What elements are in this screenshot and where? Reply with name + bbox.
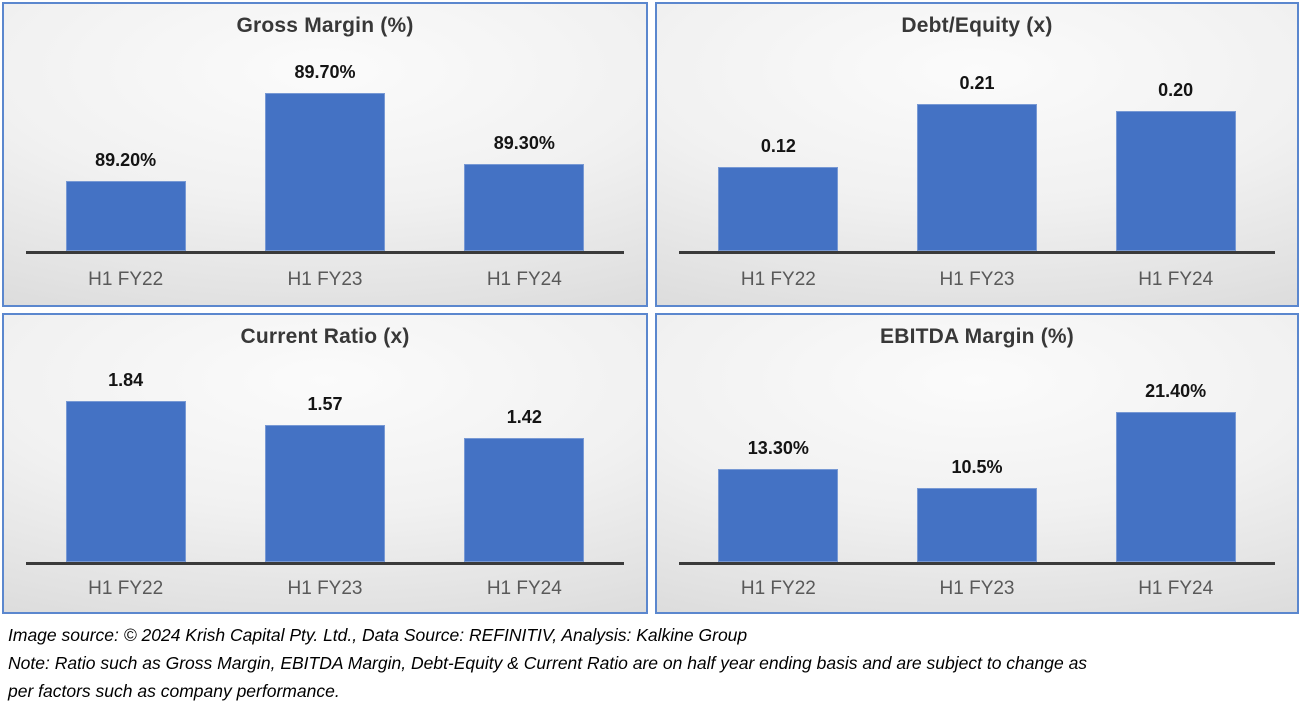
category-label: H1 FY23 xyxy=(939,577,1015,599)
data-label: 0.20 xyxy=(1158,80,1194,100)
bar xyxy=(718,469,839,562)
category-label: H1 FY22 xyxy=(740,577,816,599)
x-axis-line xyxy=(26,251,624,254)
bar xyxy=(718,167,839,251)
category-axis: H1 FY22 H1 FY23 H1 FY24 xyxy=(679,565,1275,612)
data-label: 0.21 xyxy=(959,73,995,93)
chart-panel-gross-margin: Gross Margin (%) 89.20% 89.70% 89.30% H1 F… xyxy=(2,2,648,307)
data-label: 1.42 xyxy=(506,407,542,427)
data-label: 89.70% xyxy=(294,62,356,82)
bar xyxy=(1115,412,1236,562)
data-label: 1.57 xyxy=(307,394,343,414)
category-label: H1 FY22 xyxy=(88,268,164,290)
data-label: 89.20% xyxy=(95,150,157,170)
bar-group: 0.12 xyxy=(679,135,878,251)
category-label: H1 FY23 xyxy=(287,577,363,599)
bar-group: 13.30% xyxy=(679,437,878,562)
bar xyxy=(917,104,1037,251)
category-axis: H1 FY22 H1 FY23 H1 FY24 xyxy=(679,254,1275,305)
category-label: H1 FY24 xyxy=(1138,268,1214,290)
bar xyxy=(264,93,385,251)
note-line-1: Note: Ratio such as Gross Margin, EBITDA… xyxy=(8,653,1088,673)
bar xyxy=(264,425,385,562)
x-axis-line xyxy=(26,562,624,565)
bar-group: 21.40% xyxy=(1076,380,1275,562)
category-label: H1 FY22 xyxy=(88,577,164,599)
chart-panel-ebitda-margin: EBITDA Margin (%) 13.30% 10.5% 21.40% H1 F… xyxy=(655,313,1299,614)
bar-group: 89.20% xyxy=(26,149,225,251)
chart-panel-debt-equity-x: Debt/Equity (x) 0.12 0.21 0.20 H1 FY22 H1 F… xyxy=(655,2,1299,307)
category-axis: H1 FY22 H1 FY23 H1 FY24 xyxy=(26,565,624,612)
chart-title: Debt/Equity (x) xyxy=(901,14,1053,37)
bar xyxy=(464,438,585,562)
chart-panel-current-ratio-x: Current Ratio (x) 1.84 1.57 1.42 H1 FY22 H1… xyxy=(2,313,648,614)
bar xyxy=(1115,111,1236,251)
chart-title: Current Ratio (x) xyxy=(240,325,410,348)
bar xyxy=(917,488,1037,562)
x-axis-line xyxy=(679,251,1275,254)
category-label: H1 FY24 xyxy=(486,268,562,290)
bar-group: 10.5% xyxy=(878,456,1077,562)
plot-area: 89.20% 89.70% 89.30% xyxy=(26,41,624,251)
category-label: H1 FY22 xyxy=(740,268,816,290)
bar xyxy=(65,401,186,562)
data-label: 21.40% xyxy=(1145,381,1207,401)
plot-area: 0.12 0.21 0.20 xyxy=(679,41,1275,251)
data-label: 1.84 xyxy=(108,370,144,390)
footer: Image source: © 2024 Krish Capital Pty. … xyxy=(0,614,1301,705)
data-label: 0.12 xyxy=(760,136,796,156)
image-source-line: Image source: © 2024 Krish Capital Pty. … xyxy=(8,625,748,645)
category-label: H1 FY24 xyxy=(1138,577,1214,599)
bar-group: 0.21 xyxy=(878,72,1077,251)
charts-grid: Gross Margin (%) 89.20% 89.70% 89.30% H1 F… xyxy=(2,2,1299,614)
bar-group: 0.20 xyxy=(1076,79,1275,251)
data-label: 10.5% xyxy=(951,457,1003,477)
data-label: 13.30% xyxy=(747,438,809,458)
plot-area: 13.30% 10.5% 21.40% xyxy=(679,352,1275,562)
chart-title: Gross Margin (%) xyxy=(236,14,414,37)
plot-area: 1.84 1.57 1.42 xyxy=(26,352,624,562)
data-label: 89.30% xyxy=(493,133,555,153)
bar xyxy=(65,181,186,251)
category-label: H1 FY23 xyxy=(939,268,1015,290)
x-axis-line xyxy=(679,562,1275,565)
bar-group: 1.57 xyxy=(225,393,424,562)
note-line-2: per factors such as company performance. xyxy=(8,681,340,701)
category-label: H1 FY24 xyxy=(486,577,562,599)
bar-group: 1.84 xyxy=(26,369,225,562)
bar xyxy=(464,164,585,251)
bar-group: 89.30% xyxy=(425,132,624,251)
category-axis: H1 FY22 H1 FY23 H1 FY24 xyxy=(26,254,624,305)
chart-title: EBITDA Margin (%) xyxy=(880,325,1074,348)
bar-group: 1.42 xyxy=(425,406,624,562)
bar-group: 89.70% xyxy=(225,61,424,251)
category-label: H1 FY23 xyxy=(287,268,363,290)
